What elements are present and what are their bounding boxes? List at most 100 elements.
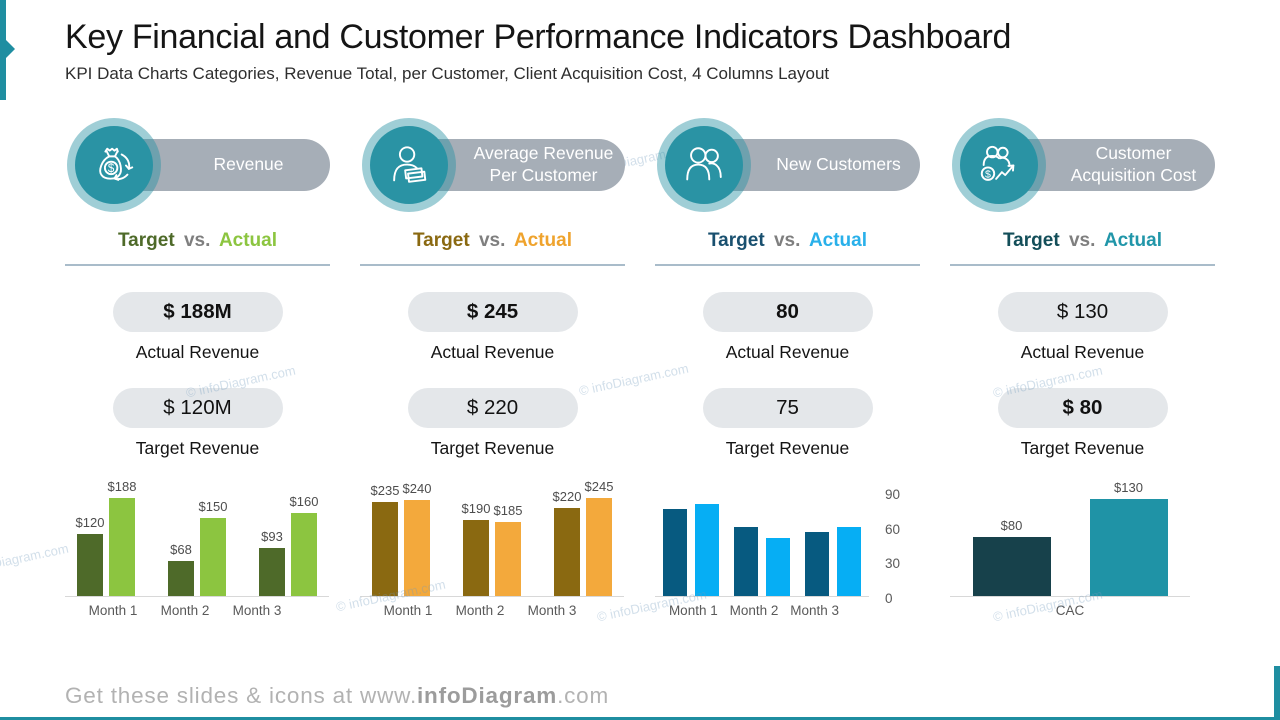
vs-word: vs. bbox=[183, 230, 211, 251]
target-vs-actual-label: Target vs. Actual bbox=[950, 230, 1215, 254]
actual-bar bbox=[695, 504, 719, 596]
target-value: $ 80 bbox=[1062, 396, 1103, 419]
target-bar bbox=[805, 532, 829, 596]
actual-bar: $245 bbox=[585, 479, 613, 596]
target-bar: $190 bbox=[462, 501, 490, 596]
category-labels-row: Month 1 Month 2 Month 3 bbox=[65, 603, 305, 618]
bar-group bbox=[805, 527, 861, 596]
actual-word: Actual bbox=[218, 230, 278, 251]
footer-text: Get these slides & icons at www. bbox=[65, 683, 417, 708]
category-label: Month 2 bbox=[729, 603, 779, 618]
category-label: Month 1 bbox=[668, 603, 718, 618]
category-label: Month 2 bbox=[455, 603, 505, 618]
actual-word: Actual bbox=[808, 230, 868, 251]
right-accent-bar bbox=[1274, 666, 1280, 720]
actual-value-caption: Actual Revenue bbox=[1020, 342, 1145, 362]
kpi-column-avg-revenue-per-customer: Average Revenue Per Customer Target vs. … bbox=[360, 118, 625, 618]
target-value-caption: Target Revenue bbox=[430, 438, 555, 458]
bar-group: $220 $245 bbox=[553, 479, 613, 596]
y-axis: 90 60 30 0 bbox=[869, 487, 913, 606]
actual-value-caption: Actual Revenue bbox=[135, 342, 260, 362]
kpi-pill-text: Average Revenue Per Customer bbox=[473, 143, 614, 185]
bar-group: $68 $150 bbox=[168, 499, 227, 596]
bar-value-label: $130 bbox=[1114, 480, 1143, 495]
target-word: Target bbox=[1002, 230, 1060, 251]
y-axis-tick: 30 bbox=[885, 556, 901, 572]
actual-value: 80 bbox=[776, 300, 799, 323]
category-label: Month 3 bbox=[232, 603, 282, 618]
kpi-column-customer-acquisition-cost: $ Customer Acquisition Cost Target vs. A… bbox=[950, 118, 1215, 618]
cac-bar-chart: $80 $130 CAC bbox=[950, 480, 1215, 618]
bar-group bbox=[663, 504, 719, 596]
target-bar bbox=[663, 509, 687, 596]
actual-value-pill: $ 245 bbox=[407, 292, 578, 332]
actual-value: $ 130 bbox=[1056, 300, 1109, 323]
bar-value-label: $220 bbox=[552, 489, 582, 504]
category-label: Month 1 bbox=[383, 603, 433, 618]
bar-group: $93 $160 bbox=[259, 494, 318, 596]
actual-bar: $240 bbox=[403, 481, 431, 596]
bar-value-label: $68 bbox=[170, 542, 192, 557]
customer-revenue-icon bbox=[370, 126, 448, 204]
bar-group: $120 $188 bbox=[76, 479, 136, 596]
column-header: Average Revenue Per Customer bbox=[360, 118, 625, 214]
new-customers-bar-chart: 90 60 30 0 Month 1 Month 2 Month 3 bbox=[655, 487, 920, 618]
target-value-pill: $ 220 bbox=[407, 388, 578, 428]
target-value-pill: $ 120M bbox=[112, 388, 283, 428]
column-header: New Customers bbox=[655, 118, 920, 214]
target-value-pill: $ 80 bbox=[997, 388, 1168, 428]
bar-value-label: $240 bbox=[402, 481, 432, 496]
kpi-column-revenue: $ Revenue Target vs. Actual $ 188M Actua… bbox=[65, 118, 330, 618]
actual-word: Actual bbox=[513, 230, 573, 251]
column-header: $ Customer Acquisition Cost bbox=[950, 118, 1215, 214]
page-title: Key Financial and Customer Performance I… bbox=[65, 18, 1012, 56]
category-label: Month 3 bbox=[790, 603, 840, 618]
actual-value-caption: Actual Revenue bbox=[430, 342, 555, 362]
target-value: $ 220 bbox=[466, 396, 519, 419]
kpi-pill-text: Customer Acquisition Cost bbox=[1070, 143, 1197, 185]
vs-word: vs. bbox=[1068, 230, 1096, 251]
target-value-caption: Target Revenue bbox=[725, 438, 850, 458]
new-customers-icon bbox=[665, 126, 743, 204]
bar-value-label: $150 bbox=[198, 499, 228, 514]
bar-group: $80 $130 bbox=[972, 480, 1168, 596]
actual-value-pill: $ 130 bbox=[997, 292, 1168, 332]
target-value: $ 120M bbox=[163, 396, 232, 419]
actual-bar: $185 bbox=[494, 503, 522, 596]
kpi-pill-text: Revenue bbox=[213, 154, 284, 175]
chart-plot-area: $120 $188 $68 $150 $93 $160 bbox=[65, 479, 329, 597]
target-value: 75 bbox=[776, 396, 799, 419]
bar-value-label: $185 bbox=[493, 503, 523, 518]
bar-group: $235 $240 bbox=[371, 481, 431, 596]
bar-group bbox=[734, 527, 790, 596]
target-value-pill: 75 bbox=[702, 388, 873, 428]
bar-value-label: $190 bbox=[461, 501, 491, 516]
target-word: Target bbox=[117, 230, 175, 251]
bar-group: $190 $185 bbox=[462, 501, 522, 596]
actual-word: Actual bbox=[1103, 230, 1163, 251]
footer-text: .com bbox=[557, 683, 610, 708]
divider-line bbox=[360, 264, 625, 266]
chart-plot-area: $235 $240 $190 $185 $220 $245 bbox=[360, 479, 624, 597]
footer-credit: Get these slides & icons at www.infoDiag… bbox=[65, 683, 609, 709]
target-value-caption: Target Revenue bbox=[1020, 438, 1145, 458]
target-bar: $120 bbox=[76, 515, 104, 596]
svg-text:$: $ bbox=[985, 168, 991, 180]
actual-bar: $150 bbox=[199, 499, 227, 596]
divider-line bbox=[65, 264, 330, 266]
y-axis-tick: 0 bbox=[885, 591, 893, 606]
divider-line bbox=[655, 264, 920, 266]
actual-bar: $188 bbox=[108, 479, 136, 596]
revenue-bar-chart: $120 $188 $68 $150 $93 $160 Month 1 Month 2 Mont… bbox=[65, 479, 330, 618]
vs-word: vs. bbox=[773, 230, 801, 251]
customer-acquisition-cost-icon: $ bbox=[960, 126, 1038, 204]
y-axis-tick: 60 bbox=[885, 521, 901, 537]
target-bar: $68 bbox=[168, 542, 194, 596]
bar-value-label: $120 bbox=[75, 515, 105, 530]
category-label: CAC bbox=[1055, 603, 1085, 618]
target-bar: $80 bbox=[972, 518, 1051, 596]
bar-value-label: $245 bbox=[584, 479, 614, 494]
actual-bar: $160 bbox=[290, 494, 318, 596]
bottom-accent-bar bbox=[0, 717, 1280, 720]
